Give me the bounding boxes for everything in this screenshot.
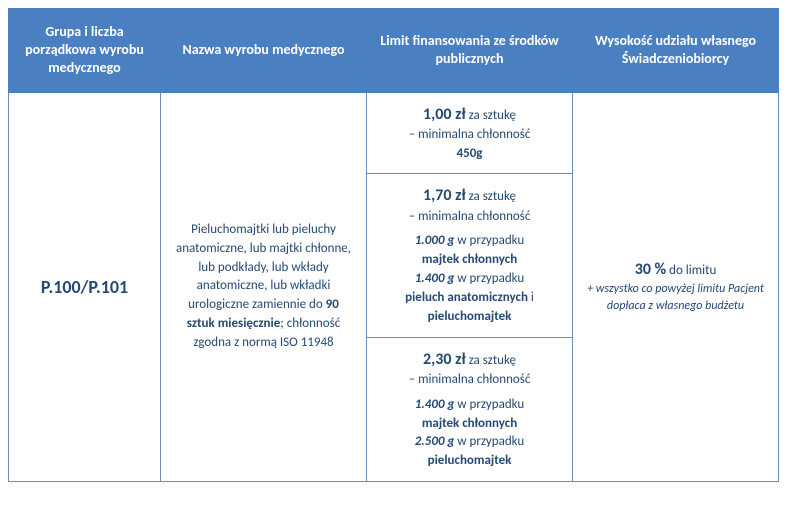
col-header-group: Grupa i liczba porządkowa wyrobu medyczn… bbox=[9, 9, 161, 93]
prod1: majtek chłonnych bbox=[422, 252, 517, 267]
prod2: pieluch anatomicznych bbox=[405, 290, 528, 305]
case1: w przypadku bbox=[454, 233, 524, 248]
table-row: P.100/P.101 Pieluchomajtki lub pieluchy … bbox=[9, 92, 779, 174]
cell-own-share: 30 % do limitu + wszystko co powyżej lim… bbox=[573, 92, 779, 482]
prod2: pieluchomajtek bbox=[428, 453, 512, 468]
limit-per: za sztukę bbox=[466, 353, 516, 368]
own-note: + wszystko co powyżej limitu Pacjent dop… bbox=[585, 281, 766, 316]
absorb-label: – minimalna chłonność bbox=[379, 126, 560, 145]
cell-limit-3: 2,30 zł za sztukę – minimalna chłonność … bbox=[367, 337, 573, 481]
g1: 1.000 g bbox=[415, 233, 455, 248]
own-pct-suffix: do limitu bbox=[666, 263, 716, 278]
absorb-label: – minimalna chłonność bbox=[379, 208, 560, 227]
absorb-value: 450g bbox=[379, 145, 560, 164]
limit-price: 1,00 zł bbox=[423, 105, 466, 124]
cell-limit-2: 1,70 zł za sztukę – minimalna chłonność … bbox=[367, 174, 573, 337]
cell-group-code: P.100/P.101 bbox=[9, 92, 161, 482]
cell-limit-1: 1,00 zł za sztukę – minimalna chłonność … bbox=[367, 92, 573, 174]
absorb-label: – minimalna chłonność bbox=[379, 371, 560, 390]
col-header-name: Nazwa wyrobu medycznego bbox=[161, 9, 367, 93]
case2: w przypadku bbox=[454, 271, 524, 286]
g1: 1.400 g bbox=[415, 397, 455, 412]
prod2b: pieluchomajtek bbox=[428, 309, 512, 324]
col-header-limit: Limit finansowania ze środków publicznyc… bbox=[367, 9, 573, 93]
limit-price: 2,30 zł bbox=[423, 350, 466, 369]
limit-price: 1,70 zł bbox=[423, 186, 466, 205]
prod1: majtek chłonnych bbox=[422, 416, 517, 431]
g2: 2.500 g bbox=[415, 434, 455, 449]
group-code: P.100/P.101 bbox=[41, 276, 128, 298]
col-header-own: Wysokość udziału własnego Świadczeniobio… bbox=[573, 9, 779, 93]
table-body: P.100/P.101 Pieluchomajtki lub pieluchy … bbox=[9, 92, 779, 482]
cell-product-name: Pieluchomajtki lub pieluchy anatomiczne,… bbox=[161, 92, 367, 482]
case2: w przypadku bbox=[454, 434, 524, 449]
own-pct: 30 % bbox=[635, 260, 667, 279]
table-header: Grupa i liczba porządkowa wyrobu medyczn… bbox=[9, 9, 779, 93]
limit-per: za sztukę bbox=[466, 108, 516, 123]
limit-per: za sztukę bbox=[466, 189, 516, 204]
g2: 1.400 g bbox=[415, 271, 455, 286]
and: i bbox=[528, 290, 534, 305]
reimbursement-table: Grupa i liczba porządkowa wyrobu medyczn… bbox=[8, 8, 779, 482]
case1: w przypadku bbox=[454, 397, 524, 412]
